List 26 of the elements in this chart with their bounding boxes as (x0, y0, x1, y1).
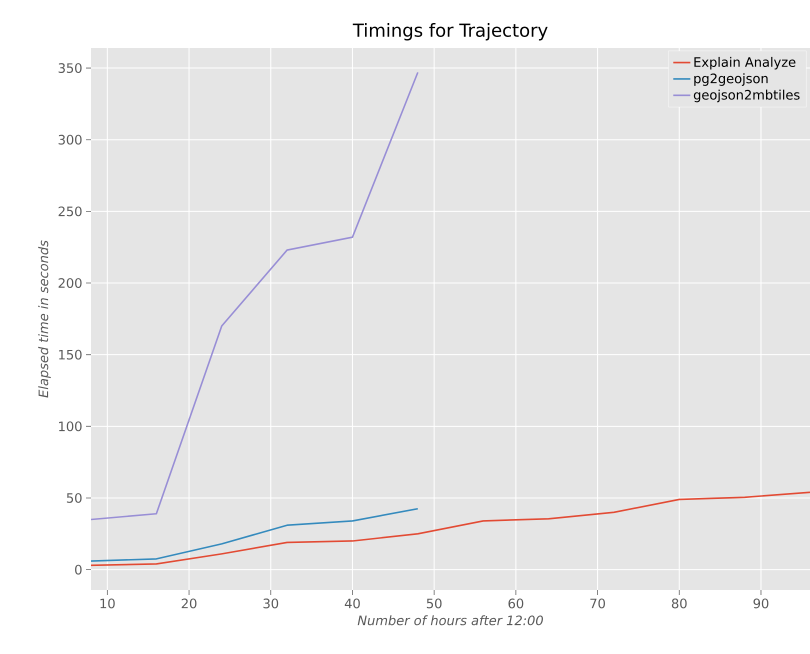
x-tick-label: 40 (344, 598, 360, 608)
y-axis-title: Elapsed time in seconds (38, 240, 51, 398)
x-tick-label: 80 (672, 598, 687, 608)
x-tick-label: 30 (263, 598, 278, 608)
x-tick-label: 50 (426, 598, 442, 608)
y-tick-label: 150 (59, 350, 82, 360)
chart-title: Timings for Trajectory (352, 23, 548, 40)
y-tick-label: 200 (58, 278, 82, 288)
line-series (91, 508, 419, 562)
legend-label: pg2geojson (694, 73, 768, 86)
legend-label: Explain Analyze (694, 56, 796, 70)
y-tick-label: 300 (58, 134, 82, 145)
x-tick-label: 10 (100, 598, 115, 608)
x-tick-label: 70 (590, 598, 605, 608)
line-series (91, 491, 810, 566)
y-tick-label: 350 (58, 63, 82, 73)
y-tick-label: 0 (75, 564, 82, 575)
x-tick-label: 20 (182, 598, 196, 608)
x-axis-title: Number of hours after 12:00 (358, 615, 543, 626)
line-series (91, 72, 419, 520)
y-tick-label: 250 (58, 206, 82, 216)
x-tick-label: 60 (508, 598, 524, 608)
legend-label: geojson2mbtiles (694, 90, 800, 102)
y-tick-label: 100 (59, 421, 82, 432)
y-tick-label: 50 (66, 493, 82, 503)
x-tick-label: 90 (754, 598, 768, 608)
